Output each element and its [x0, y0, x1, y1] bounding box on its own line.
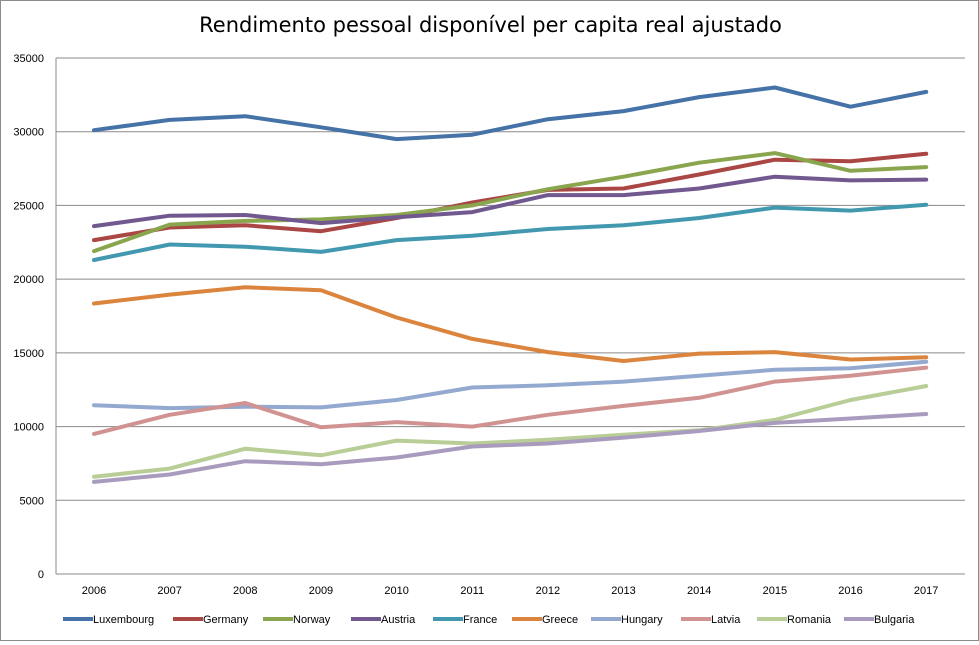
axes: 0 5000 10000 15000 20000 25000 30000 35000 2006 2… — [13, 53, 965, 597]
x-tick-label: 2015 — [763, 585, 787, 597]
x-tick-label: 2007 — [157, 585, 181, 597]
legend-label: Norway — [293, 614, 331, 626]
legend-label: Luxembourg — [93, 614, 154, 626]
series-lines — [92, 85, 929, 484]
legend-label: Greece — [542, 614, 578, 626]
y-tick-label: 5000 — [20, 495, 44, 507]
series-line-bulgaria — [92, 412, 929, 484]
series-line-latvia — [92, 365, 929, 436]
y-tick-label: 10000 — [13, 422, 44, 434]
series-line-france — [92, 202, 929, 262]
x-tick-label: 2017 — [914, 585, 938, 597]
x-tick-label: 2008 — [233, 585, 257, 597]
legend-label: Romania — [787, 614, 832, 626]
y-tick-label: 30000 — [13, 127, 44, 139]
x-tick-label: 2012 — [536, 585, 560, 597]
legend-label: Bulgaria — [874, 614, 915, 626]
y-tick-label: 20000 — [13, 274, 44, 286]
y-tick-label: 0 — [38, 569, 44, 581]
y-tick-label: 25000 — [13, 200, 44, 212]
series-line-norway — [92, 151, 929, 254]
x-tick-label: 2014 — [687, 585, 711, 597]
x-tick-label: 2006 — [82, 585, 106, 597]
legend-label: Hungary — [621, 614, 663, 626]
x-tick-label: 2011 — [460, 585, 484, 597]
gridlines — [56, 57, 965, 501]
legend-label: Germany — [203, 614, 249, 626]
series-line-greece — [92, 285, 929, 363]
y-tick-label: 35000 — [13, 53, 44, 65]
series-line-luxembourg — [92, 85, 929, 142]
x-tick-label: 2016 — [838, 585, 862, 597]
x-tick-label: 2009 — [309, 585, 333, 597]
legend-label: France — [463, 614, 497, 626]
legend: Luxembourg Germany Norway Austria France Gree… — [63, 614, 915, 626]
legend-label: Austria — [381, 614, 416, 626]
series-line-romania — [92, 384, 929, 479]
x-tick-label: 2010 — [384, 585, 408, 597]
legend-label: Latvia — [711, 614, 741, 626]
y-tick-label: 15000 — [13, 348, 44, 360]
series-line-austria — [92, 174, 929, 229]
chart-title: Rendimento pessoal disponível per capita… — [199, 13, 782, 37]
series-line-hungary — [92, 359, 929, 411]
x-tick-label: 2013 — [611, 585, 635, 597]
